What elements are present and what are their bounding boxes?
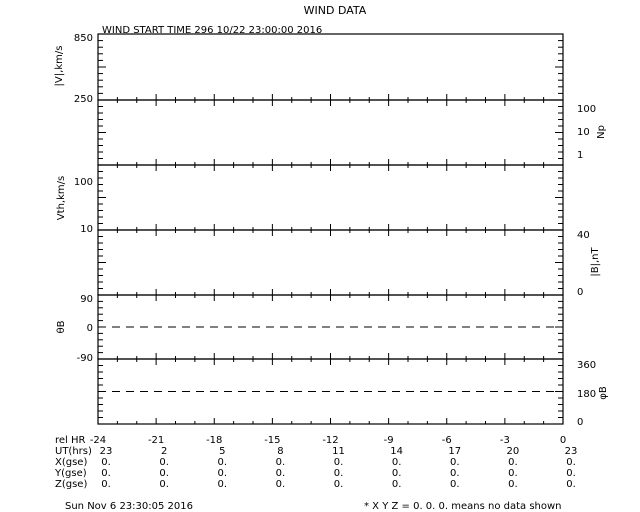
x_gse-label: 0.: [450, 457, 460, 468]
vth-tick-10: 10: [80, 224, 93, 235]
phi-ylabel: φB: [598, 386, 609, 400]
x_gse-label: 0.: [566, 457, 576, 468]
z_gse-label: 0.: [566, 479, 576, 490]
row-label: X(gse): [55, 457, 87, 468]
y_gse-label: 0.: [450, 468, 460, 479]
theta-tick-90: 90: [80, 294, 93, 305]
x_ticks-label: -21: [148, 435, 164, 446]
vth-tick-100: 100: [74, 177, 93, 188]
theta-ylabel: θB: [56, 320, 67, 333]
x_gse-label: 0.: [159, 457, 169, 468]
y_gse-label: 0.: [508, 468, 518, 479]
b-ylabel: |B|,nT: [590, 247, 601, 277]
x_ticks-label: -15: [264, 435, 280, 446]
x_gse-label: 0.: [508, 457, 518, 468]
x_gse-label: 0.: [217, 457, 227, 468]
y_gse-label: 0.: [101, 468, 111, 479]
phi-tick-360: 360: [577, 360, 596, 371]
z_gse-label: 0.: [101, 479, 111, 490]
x_ticks-label: -24: [90, 435, 106, 446]
ut_ticks-label: 20: [507, 446, 520, 457]
ut_ticks-label: 11: [332, 446, 345, 457]
panel-0: [97, 33, 564, 101]
row-label: Z(gse): [55, 479, 87, 490]
z_gse-label: 0.: [508, 479, 518, 490]
z_gse-label: 0.: [450, 479, 460, 490]
x_ticks-label: 0: [560, 435, 566, 446]
z_gse-label: 0.: [276, 479, 286, 490]
y_gse-label: 0.: [334, 468, 344, 479]
y_gse-label: 0.: [276, 468, 286, 479]
x_gse-label: 0.: [101, 457, 111, 468]
panel-2: [97, 164, 564, 231]
ut_ticks-label: 14: [390, 446, 403, 457]
b-tick-0: 0: [577, 287, 583, 298]
x_ticks-label: -9: [384, 435, 394, 446]
y_gse-label: 0.: [217, 468, 227, 479]
y_gse-label: 0.: [159, 468, 169, 479]
ut_ticks-label: 8: [277, 446, 283, 457]
b-tick-40: 40: [577, 230, 590, 241]
row-label: UT(hrs): [55, 446, 92, 457]
row-label: Y(gse): [54, 468, 87, 479]
x_ticks-label: -3: [500, 435, 510, 446]
chart-subtitle: WIND START TIME 296 10/22 23:00:00 2016: [102, 25, 322, 36]
y_gse-label: 0.: [392, 468, 402, 479]
ut_ticks-label: 17: [448, 446, 461, 457]
x_gse-label: 0.: [334, 457, 344, 468]
chart-title: WIND DATA: [304, 4, 367, 17]
ut_ticks-label: 5: [219, 446, 225, 457]
phi-tick-180: 180: [577, 389, 596, 400]
ut_ticks-label: 23: [100, 446, 113, 457]
x_ticks-label: -12: [322, 435, 338, 446]
vth-ylabel: Vth,km/s: [56, 176, 67, 220]
np-ylabel: Np: [596, 125, 607, 139]
panel-1: [97, 99, 564, 166]
x_ticks-label: -18: [206, 435, 222, 446]
z_gse-label: 0.: [159, 479, 169, 490]
ut_ticks-label: 2: [161, 446, 167, 457]
v-ylabel: |V|,km/s: [54, 46, 65, 87]
x_ticks-label: -6: [442, 435, 452, 446]
theta-tick-0: 0: [87, 323, 93, 334]
np-tick-100: 100: [577, 104, 596, 115]
v-tick-250: 250: [74, 94, 93, 105]
z_gse-label: 0.: [392, 479, 402, 490]
theta-tick-minus90: -90: [77, 353, 93, 364]
np-tick-1: 1: [577, 150, 583, 161]
np-tick-10: 10: [577, 127, 590, 138]
z_gse-label: 0.: [334, 479, 344, 490]
z_gse-label: 0.: [217, 479, 227, 490]
y_gse-label: 0.: [566, 468, 576, 479]
ut_ticks-label: 23: [565, 446, 578, 457]
row-label: rel HR: [55, 435, 86, 446]
footer-date: Sun Nov 6 23:30:05 2016: [65, 501, 193, 512]
x_gse-label: 0.: [276, 457, 286, 468]
panel-3: [97, 229, 564, 296]
phi-tick-0: 0: [577, 417, 583, 428]
x_gse-label: 0.: [392, 457, 402, 468]
footer-note: * X Y Z = 0. 0. 0. means no data shown: [364, 501, 562, 512]
v-tick-850: 850: [74, 33, 93, 44]
